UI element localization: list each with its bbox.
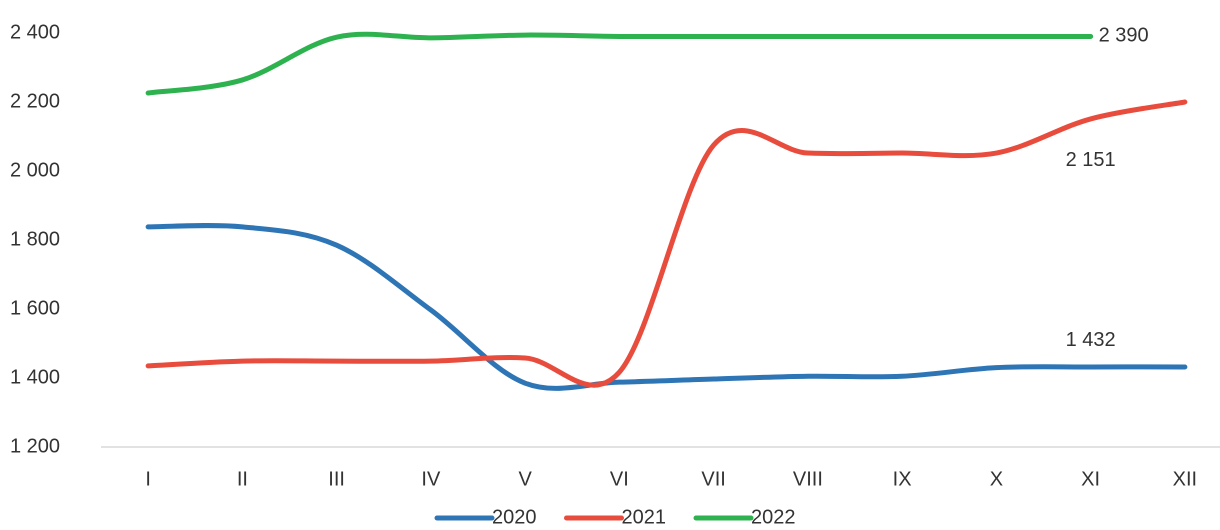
x-tick-label: VI xyxy=(610,468,629,490)
legend-label: 2022 xyxy=(751,506,796,528)
x-tick-label: X xyxy=(990,468,1003,490)
x-tick-label: IV xyxy=(421,468,441,490)
series-line xyxy=(145,99,1188,388)
legend-label: 2021 xyxy=(622,506,667,528)
y-tick-label: 1 400 xyxy=(10,366,60,388)
legend-label: 2020 xyxy=(492,506,537,528)
x-tick-label: VIII xyxy=(793,468,823,490)
data-label: 1 432 xyxy=(1066,329,1116,351)
x-tick-label: III xyxy=(328,468,345,490)
x-tick-label: IX xyxy=(893,468,912,490)
x-tick-label: V xyxy=(518,468,532,490)
data-label: 2 390 xyxy=(1099,25,1149,47)
series-line xyxy=(145,223,1188,391)
data-label: 2 151 xyxy=(1066,149,1116,171)
y-tick-label: 2 200 xyxy=(10,90,60,112)
y-tick-label: 2 400 xyxy=(10,21,60,43)
x-tick-label: I xyxy=(145,468,151,490)
x-tick-label: XI xyxy=(1081,468,1100,490)
y-tick-label: 1 600 xyxy=(10,297,60,319)
x-tick-label: XII xyxy=(1173,468,1197,490)
y-tick-label: 2 000 xyxy=(10,159,60,181)
y-tick-label: 1 800 xyxy=(10,228,60,250)
x-tick-label: VII xyxy=(701,468,725,490)
x-tick-label: II xyxy=(237,468,248,490)
y-tick-label: 1 200 xyxy=(10,435,60,457)
series-line xyxy=(145,31,1094,96)
